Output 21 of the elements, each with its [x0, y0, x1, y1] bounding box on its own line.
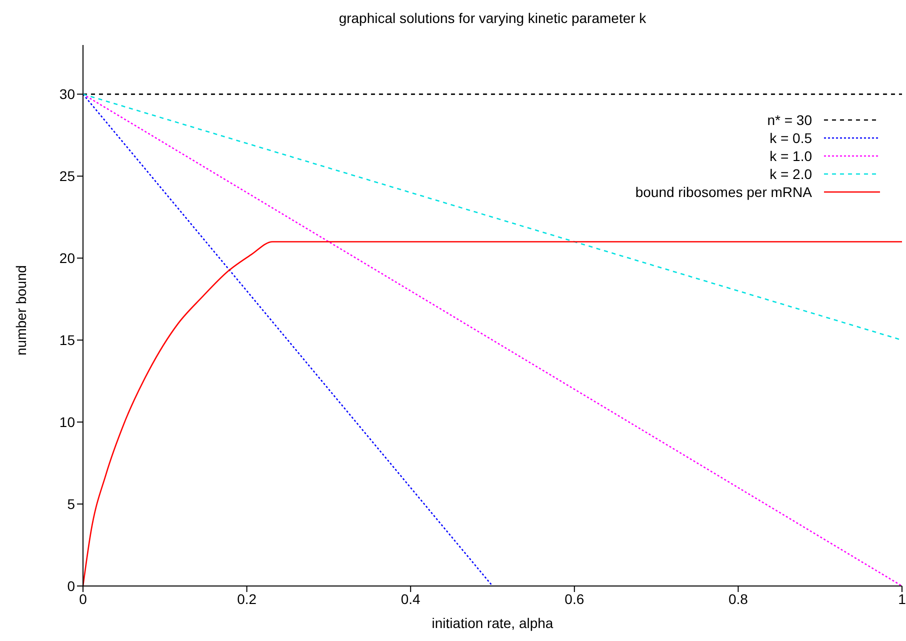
x-tick-label: 1 — [898, 590, 906, 607]
x-tick-label: 0 — [79, 590, 88, 607]
legend-label: k = 0.5 — [770, 130, 812, 146]
x-tick-label: 0.4 — [400, 590, 421, 607]
y-tick-label: 20 — [59, 250, 76, 266]
x-tick-label: 0.2 — [237, 590, 257, 607]
y-tick-label: 10 — [59, 414, 76, 430]
y-tick-label: 15 — [59, 332, 76, 348]
y-tick-label: 0 — [67, 578, 76, 594]
legend-label: k = 1.0 — [770, 148, 812, 164]
x-tick-label: 0.8 — [728, 590, 748, 607]
y-tick-label: 30 — [59, 86, 76, 102]
legend-label: k = 2.0 — [770, 166, 812, 182]
y-tick-label: 5 — [67, 496, 76, 512]
legend-label: bound ribosomes per mRNA — [635, 184, 812, 200]
legend-label: n* = 30 — [767, 112, 812, 128]
y-tick-label: 25 — [59, 168, 76, 184]
x-tick-label: 0.6 — [564, 590, 584, 607]
x-axis-title: initiation rate, alpha — [432, 615, 554, 631]
chart-title: graphical solutions for varying kinetic parameter k — [338, 10, 648, 26]
y-axis-title: number bound — [12, 265, 29, 356]
